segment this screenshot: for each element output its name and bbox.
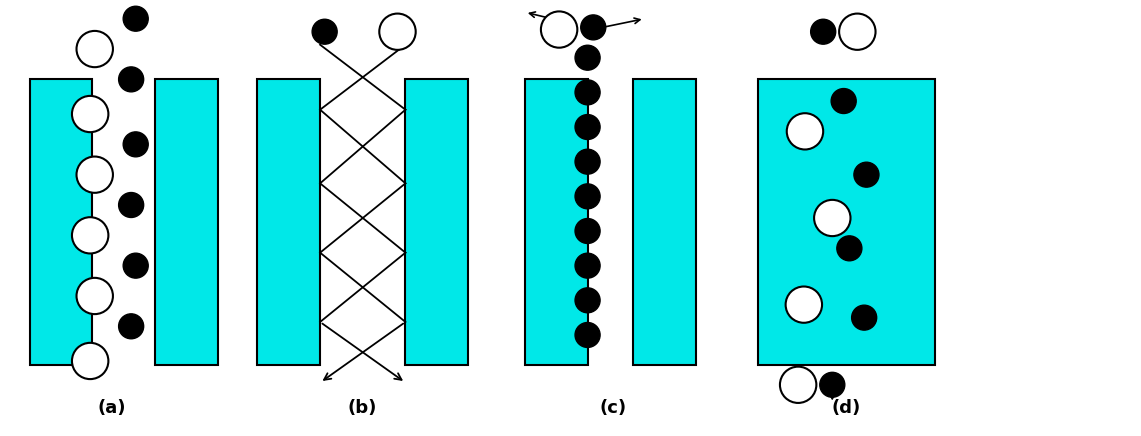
Ellipse shape [819,372,844,397]
Bar [155,79,218,365]
Ellipse shape [72,96,108,132]
Ellipse shape [123,132,148,157]
Ellipse shape [575,218,600,243]
Ellipse shape [72,217,108,253]
Ellipse shape [575,253,600,278]
Ellipse shape [575,288,600,313]
Ellipse shape [575,115,600,140]
Ellipse shape [313,19,337,44]
Ellipse shape [575,323,600,347]
Ellipse shape [72,343,108,379]
Ellipse shape [581,15,606,40]
Ellipse shape [76,31,113,67]
Bar [633,79,696,365]
Ellipse shape [814,200,850,236]
Ellipse shape [786,286,822,323]
Bar [258,79,321,365]
Text: (d): (d) [832,399,860,417]
Ellipse shape [575,45,600,70]
Ellipse shape [119,314,144,339]
Ellipse shape [76,157,113,193]
Ellipse shape [119,193,144,218]
Ellipse shape [575,184,600,209]
Text: (a): (a) [97,399,126,417]
Bar [759,79,934,365]
Ellipse shape [853,162,879,187]
Ellipse shape [836,236,861,261]
Ellipse shape [851,305,876,330]
Ellipse shape [379,14,415,50]
Bar [525,79,588,365]
Ellipse shape [76,278,113,314]
Text: (c): (c) [599,399,626,417]
Ellipse shape [123,253,148,278]
Bar [405,79,468,365]
Ellipse shape [780,367,816,403]
Ellipse shape [839,14,875,50]
Bar [30,79,92,365]
Text: (b): (b) [348,399,377,417]
Ellipse shape [123,6,148,31]
Ellipse shape [119,67,144,92]
Ellipse shape [831,89,856,113]
Ellipse shape [575,149,600,174]
Ellipse shape [787,113,823,150]
Ellipse shape [810,19,835,44]
Ellipse shape [575,80,600,105]
Ellipse shape [541,11,577,48]
